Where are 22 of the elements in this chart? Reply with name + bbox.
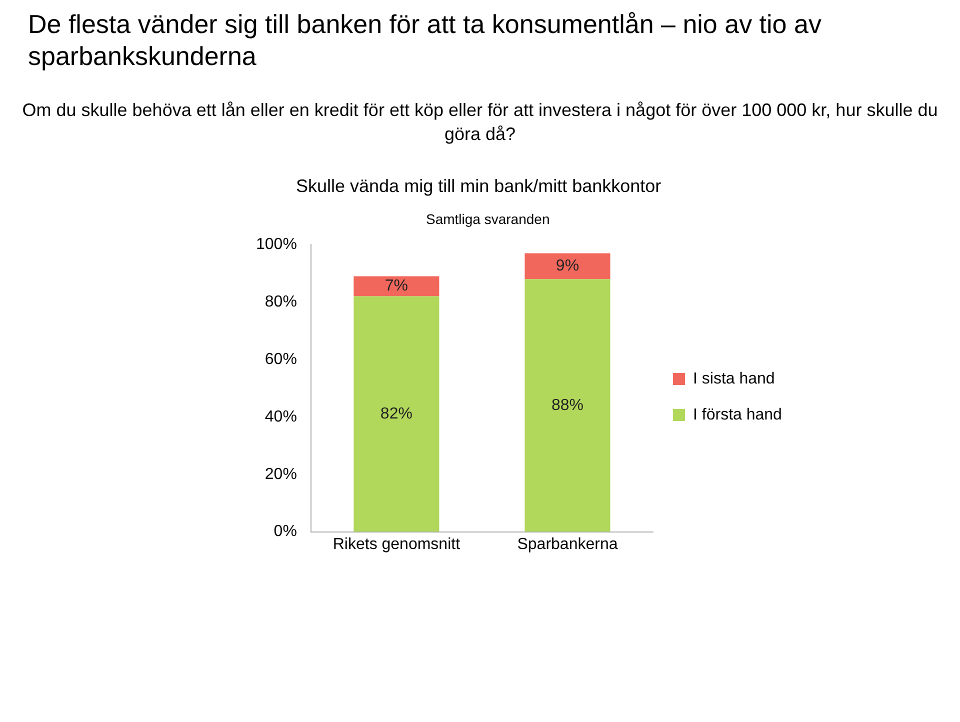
x-tick-label: Rikets genomsnitt xyxy=(332,536,461,553)
legend-label: I första hand xyxy=(693,406,782,424)
chart-subtitle: Om du skulle behöva ett lån eller en kredit för ett köp eller för att investera i något för över 100 000 kr, hur skulle du göra då? xyxy=(21,99,939,146)
x-tick-label: Sparbankerna xyxy=(517,536,618,553)
y-tick-label: 100% xyxy=(256,236,297,254)
y-tick-label: 0% xyxy=(274,523,297,540)
data-label: 82% xyxy=(380,405,412,422)
text: Samtliga svaranden xyxy=(426,211,551,227)
text: Skulle vända mig till min bank/mitt bankkontor xyxy=(296,176,662,197)
data-label: 9% xyxy=(556,258,580,275)
bar xyxy=(354,276,440,296)
legend-label: I sista hand xyxy=(693,370,775,388)
bar xyxy=(524,253,610,280)
y-tick-label: 80% xyxy=(264,293,297,310)
y-tick-label: 20% xyxy=(264,466,297,483)
data-label: 7% xyxy=(384,278,408,295)
y-tick-label: 60% xyxy=(264,350,297,368)
data-label: 88% xyxy=(551,396,584,414)
bar xyxy=(354,296,440,532)
y-tick-label: 40% xyxy=(264,408,297,426)
bar xyxy=(524,279,610,532)
chart-title: De flesta vänder sig till banken för att ta konsumentlån – nio av tio av sparbankskunderna xyxy=(28,8,822,72)
